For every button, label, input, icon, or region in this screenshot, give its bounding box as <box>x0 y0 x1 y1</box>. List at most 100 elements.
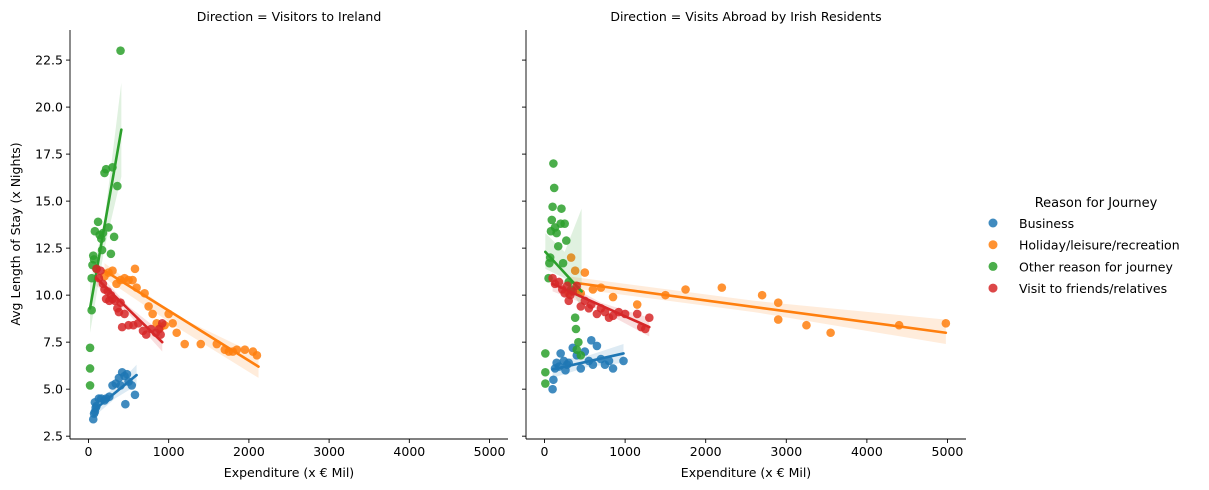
regression-line <box>91 373 138 413</box>
data-point <box>644 313 654 323</box>
data-point <box>180 339 190 349</box>
data-point <box>87 305 96 315</box>
x-tick-label: 1000 <box>609 444 641 459</box>
data-point <box>717 283 727 292</box>
data-point <box>85 381 95 390</box>
x-tick-label: 4000 <box>851 444 883 459</box>
legend-item: Holiday/leisure/recreation <box>988 238 1180 253</box>
data-point <box>196 339 206 349</box>
data-point <box>553 241 563 251</box>
legend-item: Business <box>988 216 1074 231</box>
regression-line <box>103 269 260 368</box>
x-tick-label: 2000 <box>233 444 265 459</box>
data-point <box>93 217 103 227</box>
data-point <box>566 253 576 262</box>
legend-label: Holiday/leisure/recreation <box>1019 238 1180 253</box>
data-point <box>547 215 557 225</box>
legend-marker <box>988 218 998 228</box>
series-holiday-leisure-recreation <box>100 263 262 378</box>
data-point <box>557 204 566 213</box>
x-tick-label: 5000 <box>932 444 964 459</box>
data-point <box>560 219 569 228</box>
data-point <box>549 159 558 168</box>
data-point <box>588 285 598 294</box>
x-axis-label: Expenditure (x € Mil) <box>224 465 354 480</box>
data-point <box>562 281 572 291</box>
data-point <box>632 309 642 319</box>
data-point <box>549 183 559 193</box>
regression-line <box>551 352 625 371</box>
series-business <box>548 335 628 394</box>
legend: Reason for Journey Business Holiday/leisu… <box>988 196 1180 296</box>
data-point <box>89 255 99 264</box>
legend-marker <box>988 283 998 293</box>
data-point <box>168 319 177 328</box>
data-point <box>570 313 580 323</box>
data-point <box>148 309 157 319</box>
data-point <box>549 375 558 385</box>
data-point <box>592 341 602 351</box>
y-tick-label: 5.0 <box>43 382 63 397</box>
facet-panels: Direction = Visitors to Ireland 0 1000 2000… <box>35 9 966 480</box>
data-point <box>580 268 590 277</box>
data-point <box>157 319 167 328</box>
data-point <box>826 328 835 338</box>
data-point <box>619 356 628 366</box>
y-tick-label: 20.0 <box>35 100 63 115</box>
data-point <box>572 281 582 291</box>
x-tick-label: 1000 <box>153 444 185 459</box>
y-tick-label: 17.5 <box>35 147 63 162</box>
legend-label: Other reason for journey <box>1019 259 1173 274</box>
facet-title: Direction = Visits Abroad by Irish Resid… <box>610 9 881 24</box>
x-tick-label: 5000 <box>474 444 506 459</box>
data-point <box>104 223 113 232</box>
legend-item: Other reason for journey <box>988 259 1173 274</box>
data-point <box>106 249 116 259</box>
data-point <box>632 300 642 309</box>
data-point <box>541 379 550 388</box>
data-point <box>554 277 564 287</box>
data-point <box>96 266 105 275</box>
data-point <box>121 399 130 409</box>
y-tick-label: 2.5 <box>43 429 63 444</box>
data-point <box>172 328 181 338</box>
data-point <box>588 360 598 370</box>
data-point <box>773 298 783 307</box>
data-point <box>552 228 561 238</box>
y-tick-label: 12.5 <box>35 241 63 256</box>
data-point <box>120 309 129 319</box>
data-point <box>757 290 767 300</box>
y-tick-label: 10.0 <box>35 288 63 303</box>
regression-line <box>551 282 651 329</box>
y-axis-label: Avg Length of Stay (x Nights) <box>8 142 23 325</box>
data-point <box>122 369 132 379</box>
y-tick-label: 15.0 <box>35 194 63 209</box>
data-point <box>252 351 262 360</box>
data-point <box>85 343 95 353</box>
facet-panel: Direction = Visitors to Ireland 0 1000 2000… <box>35 9 508 480</box>
data-point <box>576 351 586 360</box>
legend-marker <box>988 261 998 271</box>
data-point <box>561 236 571 245</box>
series-business <box>88 364 140 424</box>
series-visit-to-friends-relatives <box>548 273 654 337</box>
legend-label: Business <box>1019 216 1074 231</box>
data-point <box>548 202 557 212</box>
data-point <box>85 364 95 373</box>
data-point <box>128 275 137 285</box>
data-point <box>571 324 581 334</box>
x-tick-label: 0 <box>84 444 92 459</box>
legend-marker <box>988 240 998 250</box>
data-point <box>570 266 580 275</box>
data-point <box>608 364 618 373</box>
x-tick-label: 3000 <box>313 444 345 459</box>
legend-title: Reason for Journey <box>1035 196 1158 211</box>
data-point <box>541 349 550 358</box>
data-point <box>604 356 614 366</box>
y-tick-label: 22.5 <box>35 53 63 68</box>
data-point <box>240 345 250 354</box>
data-point <box>608 292 618 302</box>
regression-line <box>95 276 164 344</box>
data-point <box>116 46 125 55</box>
